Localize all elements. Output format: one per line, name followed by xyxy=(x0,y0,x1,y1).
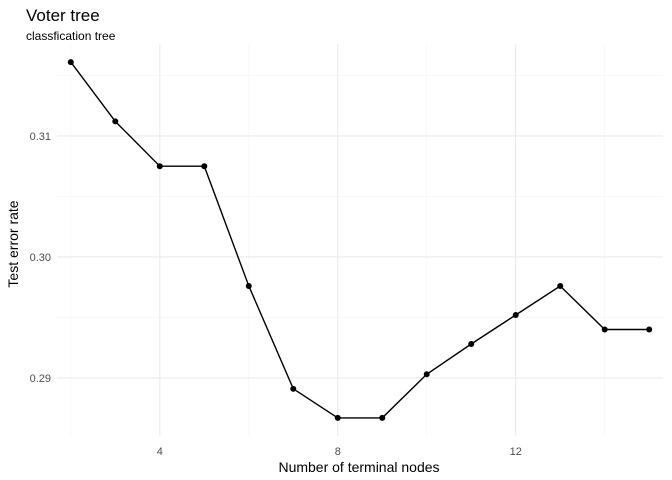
series-line xyxy=(70,61,650,419)
data-point xyxy=(646,326,653,333)
data-point xyxy=(557,282,564,289)
major-gridlines xyxy=(57,44,663,436)
y-axis-tick-labels: 0.29 0.30 0.31 xyxy=(30,131,51,385)
chart-title: Voter tree xyxy=(26,6,100,25)
data-point xyxy=(290,385,297,392)
x-tick-label: 8 xyxy=(335,446,341,458)
x-axis-title: Number of terminal nodes xyxy=(278,459,439,475)
data-point xyxy=(423,371,430,378)
y-tick-label: 0.31 xyxy=(30,131,51,143)
data-point xyxy=(468,341,475,348)
minor-gridlines xyxy=(57,44,663,436)
data-point xyxy=(512,312,519,319)
data-point xyxy=(334,414,341,421)
x-tick-label: 4 xyxy=(157,446,163,458)
data-point xyxy=(379,414,386,421)
data-point xyxy=(112,118,119,125)
data-point xyxy=(245,282,252,289)
data-point xyxy=(156,163,163,170)
data-series xyxy=(67,59,653,421)
y-axis-title: Test error rate xyxy=(5,200,21,287)
data-point xyxy=(67,59,74,66)
data-point xyxy=(601,326,608,333)
x-axis-tick-labels: 4 8 12 xyxy=(157,446,522,458)
data-point xyxy=(201,163,208,170)
y-tick-label: 0.30 xyxy=(30,252,51,264)
x-tick-label: 12 xyxy=(510,446,522,458)
plot-panel xyxy=(57,44,663,436)
chart-subtitle: classfication tree xyxy=(26,29,116,43)
y-tick-label: 0.29 xyxy=(30,373,51,385)
